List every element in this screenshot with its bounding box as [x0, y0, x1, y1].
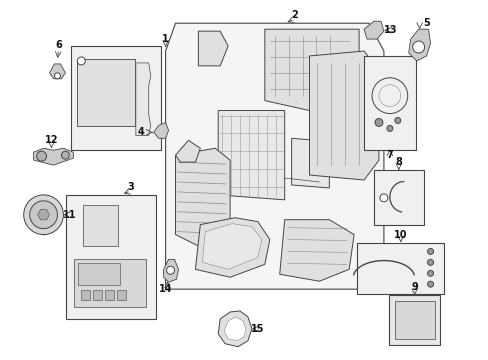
Text: 2: 2: [291, 10, 297, 20]
Text: 13: 13: [384, 25, 397, 35]
Text: 10: 10: [393, 230, 407, 239]
Text: 9: 9: [410, 282, 417, 292]
Text: 12: 12: [45, 135, 58, 145]
Text: 3: 3: [127, 182, 134, 192]
Bar: [83, 205, 118, 247]
Polygon shape: [153, 122, 168, 138]
Bar: [388, 295, 440, 345]
Text: 4: 4: [137, 127, 144, 138]
Bar: [394, 301, 434, 339]
Circle shape: [30, 201, 57, 229]
Circle shape: [412, 41, 424, 53]
Bar: [93, 290, 102, 300]
Polygon shape: [165, 23, 383, 289]
Circle shape: [427, 248, 433, 255]
Polygon shape: [224, 317, 245, 341]
Polygon shape: [218, 111, 284, 200]
Polygon shape: [264, 29, 358, 111]
Polygon shape: [49, 64, 65, 79]
Text: 11: 11: [62, 210, 76, 220]
Polygon shape: [136, 63, 150, 135]
Bar: [117, 290, 126, 300]
Bar: [81, 290, 90, 300]
Text: 7: 7: [386, 150, 392, 160]
Circle shape: [77, 57, 85, 65]
Text: 15: 15: [251, 324, 264, 334]
Polygon shape: [291, 138, 328, 188]
Circle shape: [386, 125, 392, 131]
Polygon shape: [175, 148, 230, 255]
Bar: [105, 290, 114, 300]
Text: 8: 8: [395, 157, 402, 167]
Text: 14: 14: [159, 284, 172, 294]
Polygon shape: [218, 311, 251, 347]
Polygon shape: [34, 148, 73, 165]
Circle shape: [37, 151, 46, 161]
Text: 1: 1: [162, 34, 169, 44]
Polygon shape: [309, 51, 378, 180]
Circle shape: [54, 73, 61, 79]
Circle shape: [374, 118, 382, 126]
Circle shape: [61, 151, 69, 159]
Text: 5: 5: [422, 18, 429, 28]
Circle shape: [24, 195, 63, 235]
Polygon shape: [279, 220, 353, 281]
Circle shape: [427, 260, 433, 265]
Text: 6: 6: [55, 40, 61, 50]
Bar: [66, 195, 155, 319]
Polygon shape: [38, 210, 49, 220]
Polygon shape: [202, 224, 262, 269]
Circle shape: [427, 281, 433, 287]
Circle shape: [394, 117, 400, 123]
Polygon shape: [364, 21, 383, 39]
Polygon shape: [198, 31, 228, 66]
Bar: [364, 56, 415, 150]
Bar: [356, 243, 444, 294]
Circle shape: [379, 194, 387, 202]
Circle shape: [166, 266, 174, 274]
Polygon shape: [175, 140, 200, 162]
Polygon shape: [163, 260, 178, 282]
Polygon shape: [408, 29, 429, 61]
Polygon shape: [195, 218, 269, 277]
Circle shape: [427, 270, 433, 276]
Bar: [71, 46, 161, 150]
Bar: [78, 264, 120, 285]
Bar: [373, 170, 423, 225]
Bar: [77, 59, 135, 126]
Bar: [74, 260, 145, 307]
